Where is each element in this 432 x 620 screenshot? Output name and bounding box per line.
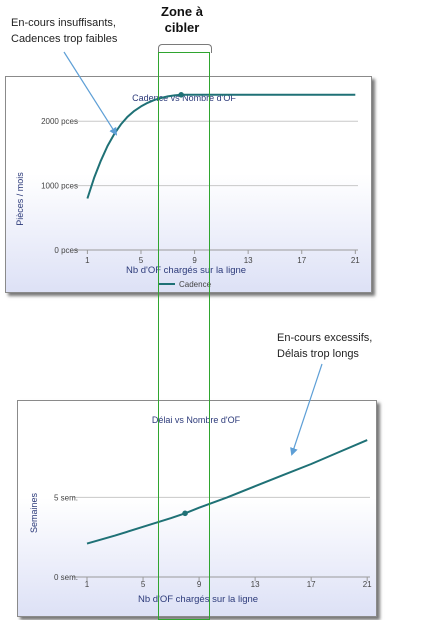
x-tick-label: 9 (197, 580, 202, 589)
x-tick-label: 13 (244, 256, 253, 265)
delai-chart-x-axis-label: Nb d'OF chargés sur la ligne (138, 594, 258, 605)
delai-chart-title: Délai vs Nombre d'OF (152, 415, 241, 425)
y-tick-label: 1000 pces (41, 182, 78, 191)
y-tick-label: 2000 pces (41, 117, 78, 126)
x-tick-label: 17 (297, 256, 306, 265)
x-tick-label: 21 (363, 580, 372, 589)
x-tick-label: 13 (251, 580, 260, 589)
zone-bracket (158, 44, 212, 53)
annotation-overload-line2: Délais trop longs (277, 348, 359, 360)
data-point[interactable] (182, 510, 188, 517)
delai-chart-panel: Délai vs Nombre d'OF 0 sem. 5 sem. 1 5 9 13 1… (17, 400, 377, 617)
zone-title: Zone à cibler (146, 4, 218, 36)
y-tick-label: 0 sem. (54, 573, 78, 582)
cadence-chart-legend[interactable]: Cadence (159, 280, 212, 289)
legend-label-cadence: Cadence (179, 280, 212, 289)
annotation-underload-line2: Cadences trop faibles (11, 33, 118, 45)
cadence-chart-x-axis-label: Nb d'OF chargés sur la ligne (126, 265, 246, 276)
delai-chart-y-axis-label: Semaines (29, 492, 39, 533)
cadence-chart-y-axis-label: Pièces / mois (15, 172, 25, 226)
annotation-underload-line1: En-cours insuffisants, (11, 17, 116, 29)
series-line (86, 93, 356, 199)
y-tick-label: 0 pces (54, 246, 78, 255)
x-tick-label: 5 (139, 256, 144, 265)
arrow-overload (290, 363, 323, 456)
cadence-chart-panel: Cadence vs Nombre d'OF 0 pces 1000 pces 20… (5, 76, 372, 293)
zone-title-line1: Zone à (161, 4, 203, 19)
series-line (86, 439, 368, 545)
delai-chart: Délai vs Nombre d'OF 0 sem. 5 sem. 1 5 9 13 1… (29, 415, 372, 605)
x-tick-label: 21 (351, 256, 360, 265)
cadence-chart-title: Cadence vs Nombre d'OF (132, 93, 236, 103)
x-tick-label: 1 (85, 580, 90, 589)
data-point[interactable] (178, 91, 184, 98)
x-tick-label: 9 (192, 256, 197, 265)
arrow-underload (63, 51, 118, 136)
x-tick-label: 5 (141, 580, 146, 589)
x-tick-label: 17 (307, 580, 316, 589)
zone-title-line2: cibler (164, 20, 200, 35)
cadence-chart: Cadence vs Nombre d'OF 0 pces 1000 pces 20… (15, 91, 360, 289)
annotation-overload-line1: En-cours excessifs, (277, 332, 373, 344)
y-tick-label: 5 sem. (54, 493, 78, 502)
x-tick-label: 1 (85, 256, 90, 265)
